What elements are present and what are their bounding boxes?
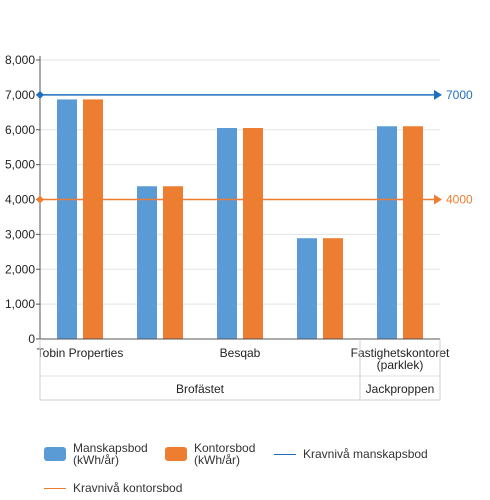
- bar-kontorsbod: [163, 186, 183, 339]
- legend-item-kravniva-kontorsbod[interactable]: Kravnivå kontorsbod: [44, 482, 182, 494]
- bar-manskapsbod: [137, 186, 157, 339]
- bar-kontorsbod: [323, 238, 343, 339]
- reference-start-marker-manskapsbod: [36, 90, 44, 99]
- legend-swatch-kontorsbod: [165, 447, 187, 461]
- reference-lines: 7000 4000: [36, 88, 473, 207]
- group-label: Jackproppen: [366, 382, 435, 396]
- legend-swatch-manskapsbod: [44, 447, 66, 461]
- reference-label-kontorsbod: 4000: [446, 193, 473, 207]
- y-tick-label: 0: [28, 332, 35, 346]
- bar-manskapsbod: [297, 238, 317, 339]
- bar-manskapsbod: [377, 126, 397, 339]
- bars: [57, 99, 423, 339]
- legend-item-manskapsbod[interactable]: Manskapsbod (kWh/år): [44, 442, 148, 466]
- legend-item-kravniva-manskapsbod[interactable]: Kravnivå manskapsbod: [274, 448, 428, 460]
- reference-start-marker-kontorsbod: [36, 195, 44, 204]
- x-tick-label: Besqab: [220, 346, 261, 360]
- legend-label-manskapsbod: Manskapsbod (kWh/år): [73, 441, 148, 467]
- bar-kontorsbod: [403, 126, 423, 339]
- legend-label-kontorsbod: Kontorsbod (kWh/år): [194, 441, 256, 467]
- bar-manskapsbod: [217, 128, 237, 339]
- legend-line-kontorsbod: [44, 487, 66, 489]
- x-tick-label: Tobin Properties: [37, 346, 124, 360]
- legend-label-kravniva-manskapsbod: Kravnivå manskapsbod: [303, 447, 428, 461]
- reference-arrow-manskapsbod: [434, 89, 442, 100]
- reference-label-manskapsbod: 7000: [446, 88, 473, 102]
- y-tick-label: 7,000: [5, 88, 35, 102]
- bar-manskapsbod: [57, 99, 77, 339]
- group-label: Brofästet: [176, 382, 225, 396]
- legend: Manskapsbod (kWh/år) Kontorsbod (kWh/år)…: [0, 436, 490, 500]
- y-tick-label: 5,000: [5, 158, 35, 172]
- y-tick-label: 1,000: [5, 297, 35, 311]
- legend-label-kravniva-kontorsbod: Kravnivå kontorsbod: [73, 481, 183, 495]
- y-tick-label: 2,000: [5, 262, 35, 276]
- x-tick-label: Fastighetskontoret (parklek): [351, 346, 450, 372]
- bar-kontorsbod: [83, 99, 103, 339]
- y-tick-label: 4,000: [5, 193, 35, 207]
- legend-item-kontorsbod[interactable]: Kontorsbod (kWh/år): [165, 442, 255, 466]
- y-tick-label: 6,000: [5, 123, 35, 137]
- legend-line-manskapsbod: [274, 453, 296, 455]
- y-tick-label: 3,000: [5, 227, 35, 241]
- bar-kontorsbod: [243, 128, 263, 339]
- y-tick-label: 8,000: [5, 53, 35, 67]
- y-axis: 0 1,000 2,000 3,000 4,000 5,000 6,000 7,000 8,00…: [5, 53, 41, 346]
- x-axis: Tobin Properties Besqab Fastighetskontoret…: [37, 338, 450, 401]
- reference-arrow-kontorsbod: [434, 194, 442, 205]
